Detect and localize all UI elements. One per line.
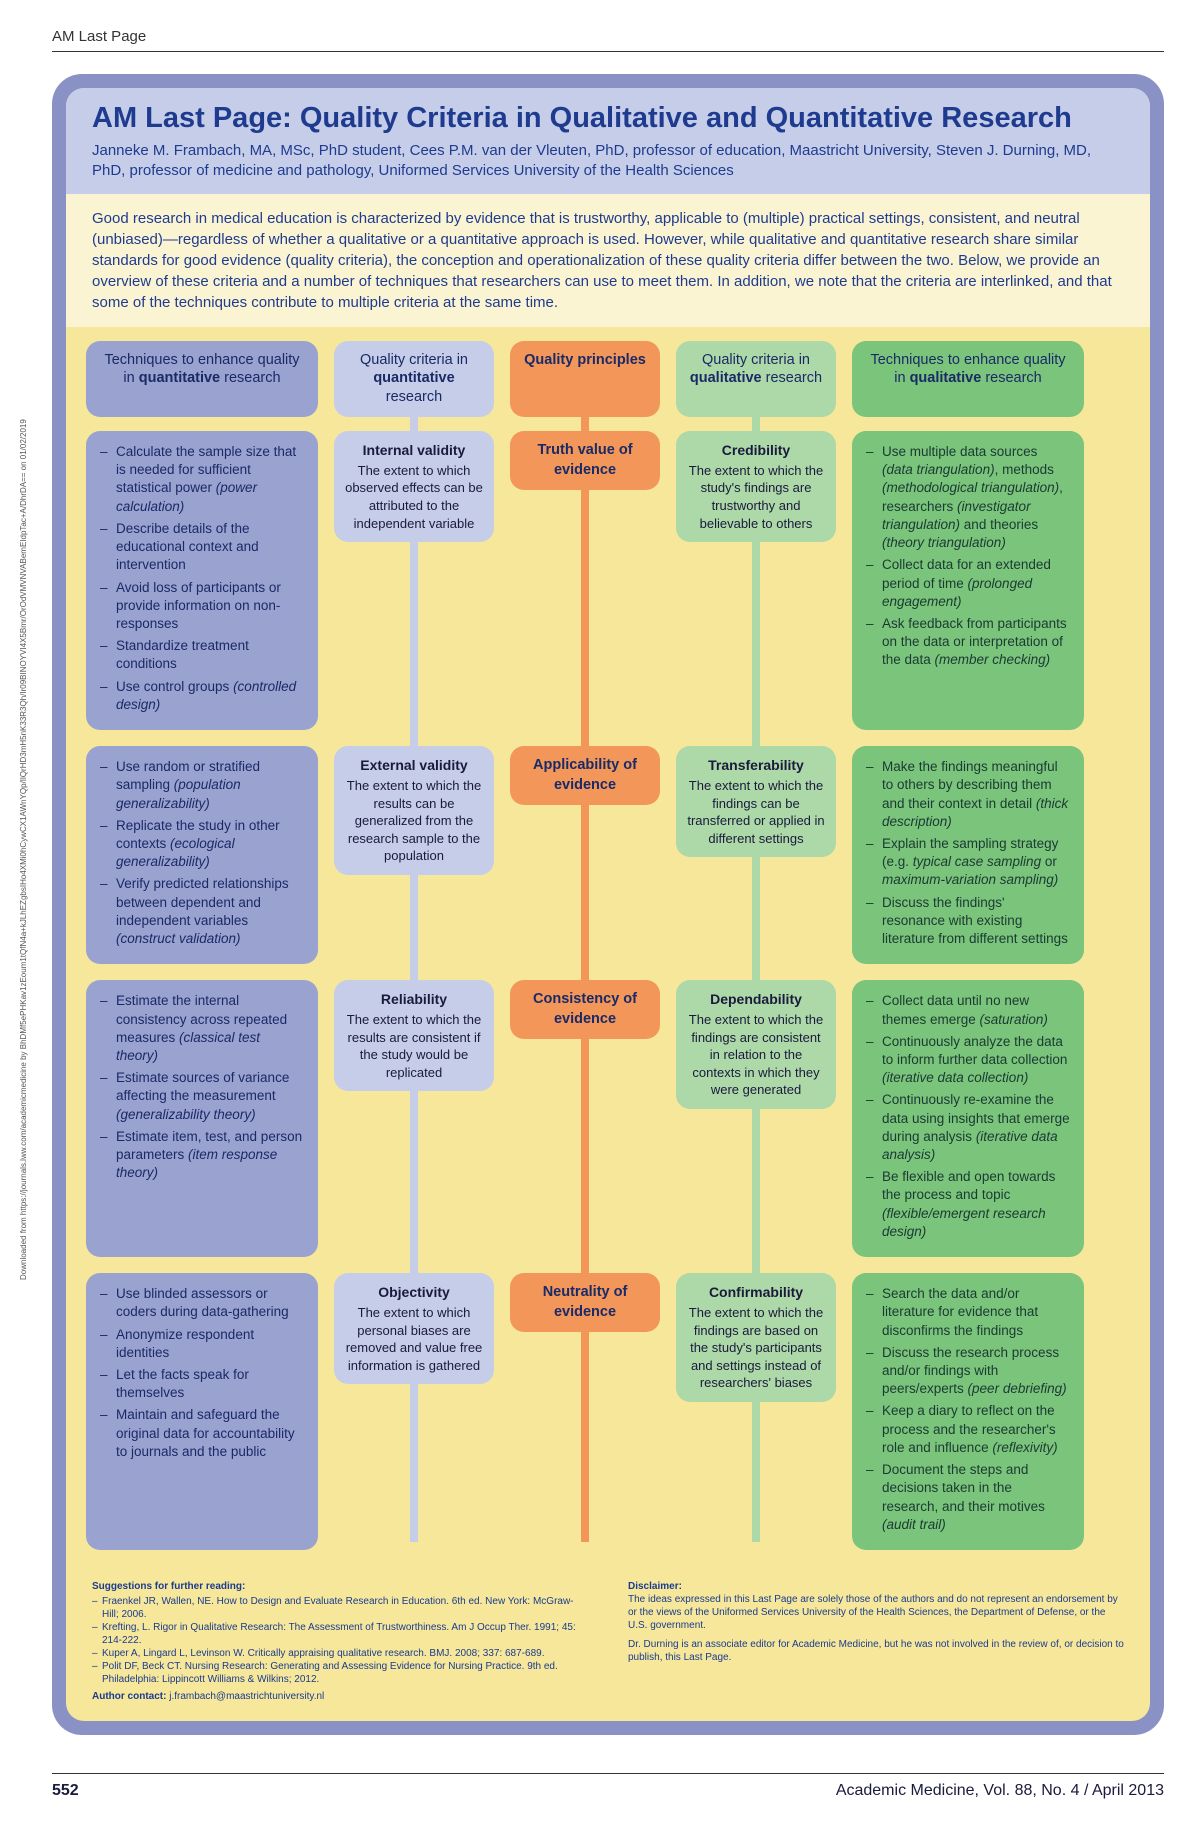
title-block: AM Last Page: Quality Criteria in Qualit… [66, 88, 1150, 194]
principle-row-3: Neutrality of evidence [510, 1273, 660, 1332]
journal-info: Academic Medicine, Vol. 88, No. 4 / Apri… [836, 1782, 1164, 1800]
running-head: AM Last Page [52, 28, 1164, 52]
quant-tech-row-1: Use random or stratified sampling (popul… [86, 746, 318, 964]
author-contact-label: Author contact: [92, 1691, 166, 1702]
outer-frame: AM Last Page: Quality Criteria in Qualit… [52, 74, 1164, 1735]
qual-crit-row-0: CredibilityThe extent to which the study… [676, 431, 836, 542]
author-contact: j.frambach@maastrichtuniversity.nl [169, 1691, 324, 1702]
qual-tech-row-1: Make the findings meaningful to others b… [852, 746, 1084, 964]
qual-crit-row-2: DependabilityThe extent to which the fin… [676, 980, 836, 1109]
authors: Janneke M. Frambach, MA, MSc, PhD studen… [92, 141, 1124, 182]
inner-panel: AM Last Page: Quality Criteria in Qualit… [66, 88, 1150, 1721]
qual-tech-row-2: Collect data until no new themes emerge … [852, 980, 1084, 1257]
qual-crit-row-3: ConfirmabilityThe extent to which the fi… [676, 1273, 836, 1402]
download-note: Downloaded from https://journals.lww.com… [20, 380, 32, 1280]
criteria-grid-wrap: Techniques to enhance quality in quantit… [66, 327, 1150, 1572]
disclaimer-text: The ideas expressed in this Last Page ar… [628, 1593, 1124, 1632]
suggestions-title: Suggestions for further reading: [92, 1581, 245, 1592]
criteria-grid: Techniques to enhance quality in quantit… [86, 341, 1130, 1566]
intro-text: Good research in medical education is ch… [66, 194, 1150, 327]
footer-block: Suggestions for further reading: Fraenke… [66, 1572, 1150, 1721]
header-quant-tech: Techniques to enhance quality in quantit… [86, 341, 318, 418]
page-title: AM Last Page: Quality Criteria in Qualit… [92, 102, 1124, 135]
suggestions-list: Fraenkel JR, Wallen, NE. How to Design a… [92, 1595, 588, 1686]
quant-tech-row-0: Calculate the sample size that is needed… [86, 431, 318, 730]
page-number: 552 [52, 1782, 79, 1800]
principle-row-2: Consistency of evidence [510, 980, 660, 1039]
header-qual-crit: Quality criteria in qualitative research [676, 341, 836, 418]
quant-crit-row-2: ReliabilityThe extent to which the resul… [334, 980, 494, 1091]
qual-tech-row-3: Search the data and/or literature for ev… [852, 1273, 1084, 1550]
header-principle: Quality principles [510, 341, 660, 418]
header-qual-tech: Techniques to enhance quality in qualita… [852, 341, 1084, 418]
footer-disclaimer: Disclaimer: The ideas expressed in this … [628, 1580, 1124, 1703]
principle-row-0: Truth value of evidence [510, 431, 660, 490]
qual-tech-row-0: Use multiple data sources (data triangul… [852, 431, 1084, 730]
principle-row-1: Applicability of evidence [510, 746, 660, 805]
quant-crit-row-3: ObjectivityThe extent to which personal … [334, 1273, 494, 1384]
footer-suggestions: Suggestions for further reading: Fraenke… [92, 1580, 588, 1703]
quant-crit-row-1: External validityThe extent to which the… [334, 746, 494, 875]
disclaimer-text-2: Dr. Durning is an associate editor for A… [628, 1638, 1124, 1664]
bottom-bar: 552 Academic Medicine, Vol. 88, No. 4 / … [52, 1773, 1164, 1800]
quant-tech-row-3: Use blinded assessors or coders during d… [86, 1273, 318, 1550]
qual-crit-row-1: TransferabilityThe extent to which the f… [676, 746, 836, 857]
disclaimer-title: Disclaimer: [628, 1581, 682, 1592]
quant-tech-row-2: Estimate the internal consistency across… [86, 980, 318, 1257]
quant-crit-row-0: Internal validityThe extent to which obs… [334, 431, 494, 542]
header-quant-crit: Quality criteria in quantitative researc… [334, 341, 494, 418]
